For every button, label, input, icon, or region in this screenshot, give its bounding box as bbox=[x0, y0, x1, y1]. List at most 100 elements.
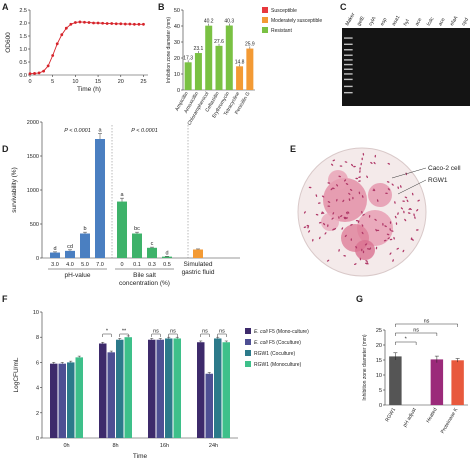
bacterium bbox=[361, 224, 364, 227]
value-label-b: 40.2 bbox=[204, 19, 214, 25]
ladder-band bbox=[344, 78, 353, 81]
bacterium bbox=[389, 238, 393, 241]
point-a bbox=[137, 22, 141, 26]
xtick-label-a: 0 bbox=[28, 79, 31, 85]
bacterium bbox=[344, 234, 347, 238]
panel-label-b: B bbox=[158, 2, 165, 12]
panel-label-d: D bbox=[2, 144, 9, 154]
bar-b bbox=[205, 25, 213, 90]
bar-f bbox=[222, 342, 230, 438]
bar-d bbox=[193, 249, 203, 258]
bacterium bbox=[345, 217, 349, 219]
bacterium bbox=[364, 243, 368, 246]
ytick-label-f: 10 bbox=[33, 310, 39, 316]
xtick-label-a: 10 bbox=[72, 79, 78, 85]
bar-f bbox=[165, 338, 173, 438]
bacterium bbox=[343, 255, 347, 257]
sig-label-g: ns bbox=[413, 328, 419, 334]
sig-bracket-f bbox=[168, 333, 178, 337]
bar-b bbox=[236, 66, 244, 90]
cell-cluster bbox=[328, 170, 348, 190]
bacterium bbox=[361, 248, 363, 252]
ladder-band bbox=[344, 49, 353, 51]
ytick-label-f: 2 bbox=[36, 411, 39, 417]
xtick-label-f: 24h bbox=[209, 443, 218, 449]
bacterium bbox=[327, 205, 331, 207]
bacterium bbox=[362, 213, 365, 216]
xtick-label-a: 25 bbox=[140, 79, 146, 85]
point-a bbox=[28, 72, 32, 76]
ytick-label-b: 20 bbox=[174, 56, 180, 62]
bacterium bbox=[361, 195, 364, 198]
value-label-b: 17.3 bbox=[183, 55, 193, 61]
letter-d: cd bbox=[67, 244, 73, 250]
point-a bbox=[123, 22, 127, 26]
bacterium bbox=[404, 218, 407, 222]
legend-swatch-f bbox=[245, 328, 251, 334]
legend-label-b: Resistant bbox=[271, 28, 292, 34]
bacterium bbox=[375, 228, 378, 232]
sig-label-f: ns bbox=[170, 329, 176, 335]
point-a bbox=[33, 72, 36, 75]
xtick-label-a: 5 bbox=[51, 79, 54, 85]
bar-f bbox=[67, 362, 75, 438]
lane-label-c: ace bbox=[437, 17, 446, 27]
ylabel-b: Inhibition zone diameter (mm) bbox=[166, 17, 172, 83]
ytick-label-f: 8 bbox=[36, 335, 39, 341]
xtick-label-f: 8h bbox=[112, 443, 118, 449]
bacterium bbox=[392, 259, 394, 262]
sig-bracket-f bbox=[217, 333, 227, 337]
bacterium bbox=[361, 157, 363, 161]
xtick-label-g: pH adjust bbox=[402, 406, 418, 428]
letter-d: d bbox=[53, 246, 56, 252]
sig-bracket-g bbox=[395, 323, 458, 327]
bacterium bbox=[415, 229, 419, 231]
bacterium bbox=[416, 209, 419, 212]
bacterium bbox=[308, 230, 311, 233]
sig-bracket-f bbox=[119, 333, 129, 337]
ytick-label-a: 1.0 bbox=[19, 47, 27, 53]
point-a bbox=[78, 20, 82, 24]
bacterium bbox=[306, 224, 310, 227]
bacterium bbox=[374, 218, 377, 221]
xlabel-f: Time bbox=[133, 453, 148, 460]
bacterium bbox=[345, 183, 349, 185]
ladder-band bbox=[344, 85, 353, 88]
bacterium bbox=[404, 196, 408, 199]
letter-d: a bbox=[98, 128, 102, 134]
ytick-label-a: 2.0 bbox=[19, 21, 27, 27]
point-a bbox=[69, 22, 73, 26]
legend-swatch-b bbox=[262, 7, 268, 13]
bacterium bbox=[332, 187, 335, 190]
bacterium bbox=[350, 238, 353, 241]
cell-cluster bbox=[368, 183, 392, 207]
ladder-band bbox=[344, 91, 353, 94]
bacterium bbox=[368, 214, 371, 218]
ytick-label-f: 0 bbox=[36, 436, 39, 442]
bacterium bbox=[351, 163, 354, 167]
bacterium bbox=[332, 159, 336, 162]
ytick-label-g: 25 bbox=[376, 328, 382, 334]
annotation-line-caco2 bbox=[391, 167, 427, 179]
bar-f bbox=[214, 338, 222, 438]
bacterium bbox=[321, 195, 325, 198]
ladder-band bbox=[344, 54, 353, 56]
cell-cluster bbox=[355, 240, 375, 260]
bacterium bbox=[338, 249, 340, 252]
bacterium bbox=[375, 246, 378, 250]
bacterium bbox=[361, 210, 363, 214]
bacterium bbox=[417, 199, 420, 202]
ytick-label-b: 0 bbox=[177, 88, 180, 94]
sig-bracket-f bbox=[151, 333, 161, 337]
bacterium bbox=[349, 188, 353, 191]
bar-d bbox=[65, 250, 75, 258]
ytick-label-d: 2000 bbox=[27, 120, 39, 126]
ytick-label-b: 50 bbox=[174, 8, 180, 14]
ylabel-g: Inhibition zone diameter (mm) bbox=[362, 334, 368, 400]
bacterium bbox=[330, 188, 333, 191]
xtick-label-d: 4.0 bbox=[66, 262, 74, 268]
bar-g bbox=[389, 356, 402, 405]
legend-label-f: RGW1 (Monoculture) bbox=[254, 362, 302, 368]
